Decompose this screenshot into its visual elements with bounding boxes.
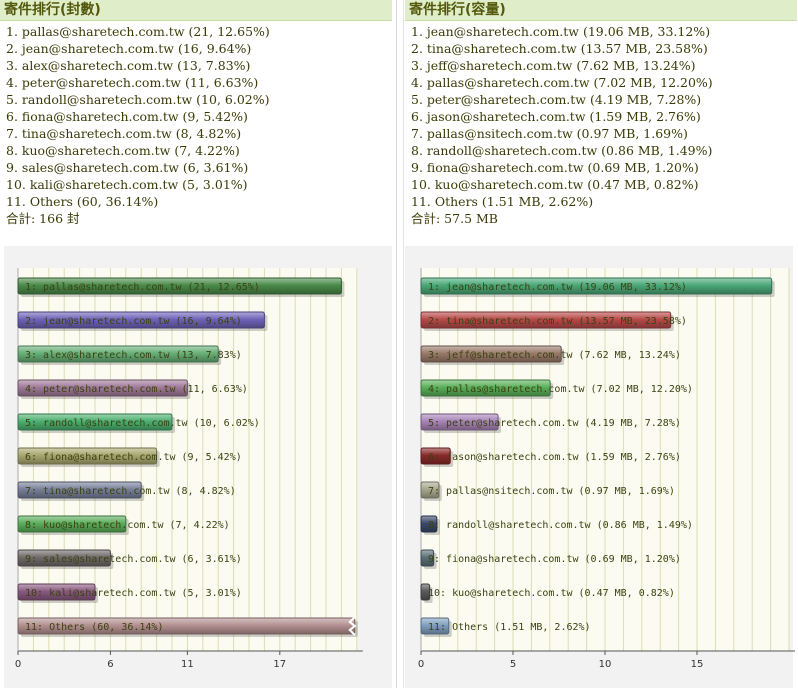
panel-count: 寄件排行(封數) 1. pallas@sharetech.com.tw (21,…	[0, 0, 392, 688]
panel-size: 寄件排行(容量) 1. jean@sharetech.com.tw (19.06…	[405, 0, 797, 688]
bar-label: 2: tina@sharetech.com.tw (13.57 MB, 23.5…	[428, 316, 687, 327]
list-item: 11. Others (1.51 MB, 2.62%)	[411, 194, 594, 209]
x-tick-label: 11	[181, 659, 194, 670]
list-item: 8. kuo@sharetech.com.tw (7, 4.22%)	[6, 143, 240, 158]
bar	[420, 481, 440, 499]
bar-label: 4: peter@sharetech.com.tw (11, 6.63%)	[25, 384, 248, 395]
list-item: 7. tina@sharetech.com.tw (8, 4.82%)	[6, 126, 242, 141]
bar	[420, 583, 431, 601]
bar	[420, 277, 773, 295]
list-total: 合計: 57.5 MB	[411, 211, 498, 226]
bar	[420, 447, 451, 465]
bar	[17, 311, 265, 329]
bar-label: 5: randoll@sharetech.com.tw (10, 6.02%)	[25, 418, 260, 429]
bar	[17, 549, 111, 567]
bar	[17, 413, 173, 431]
x-tick-label: 6	[107, 659, 113, 670]
list-item: 8. randoll@sharetech.com.tw (0.86 MB, 1.…	[411, 143, 713, 158]
list-item: 3. jeff@sharetech.com.tw (7.62 MB, 13.24…	[411, 58, 696, 73]
bar-break-mark	[348, 616, 357, 636]
list-item: 4. peter@sharetech.com.tw (11, 6.63%)	[6, 75, 259, 90]
bar	[420, 311, 672, 329]
bar	[420, 379, 551, 397]
list-item: 7. pallas@nsitech.com.tw (0.97 MB, 1.69%…	[411, 126, 688, 141]
bar-label: 1: pallas@sharetech.com.tw (21, 12.65%)	[25, 282, 260, 293]
list-item: 11. Others (60, 36.14%)	[6, 194, 159, 209]
bar	[17, 583, 96, 601]
list-item: 1. pallas@sharetech.com.tw (21, 12.65%)	[6, 24, 270, 39]
bar	[17, 379, 188, 397]
bar	[420, 515, 438, 533]
bar-label: 3: alex@sharetech.com.tw (13, 7.83%)	[25, 350, 242, 361]
bar-label: 7: tina@sharetech.com.tw (8, 4.82%)	[25, 486, 236, 497]
panel-divider	[403, 0, 404, 688]
list-item: 10. kuo@sharetech.com.tw (0.47 MB, 0.82%…	[411, 177, 699, 192]
list-item: 5. peter@sharetech.com.tw (4.19 MB, 7.28…	[411, 92, 702, 107]
bar-label: 6: fiona@sharetech.com.tw (9, 5.42%)	[25, 452, 242, 463]
panel-title: 寄件排行(容量)	[405, 0, 797, 21]
bar-label: 11: Others (60, 36.14%)	[25, 622, 163, 633]
x-tick-label: 5	[510, 659, 516, 670]
bar-label: 7: pallas@nsitech.com.tw (0.97 MB, 1.69%…	[428, 486, 675, 497]
x-tick-label: 0	[15, 659, 21, 670]
list-item: 4. pallas@sharetech.com.tw (7.02 MB, 12.…	[411, 75, 713, 90]
x-tick-label: 10	[599, 659, 612, 670]
bar-label: 8: randoll@sharetech.com.tw (0.86 MB, 1.…	[428, 520, 693, 531]
list-total: 合計: 166 封	[6, 211, 80, 226]
bar-label: 6: jason@sharetech.com.tw (1.59 MB, 2.76…	[428, 452, 681, 463]
bar-label: 1: jean@sharetech.com.tw (19.06 MB, 33.1…	[428, 282, 687, 293]
bar-chart-count: 0 6 11 17 1: pallas@sharetech.com.tw (21, 12…	[15, 268, 363, 670]
list-item: 6. fiona@sharetech.com.tw (9, 5.42%)	[6, 109, 248, 124]
list-item: 2. tina@sharetech.com.tw (13.57 MB, 23.5…	[411, 41, 708, 56]
list-item: 5. randoll@sharetech.com.tw (10, 6.02%)	[6, 92, 270, 107]
bar-label: 9: sales@sharetech.com.tw (6, 3.61%)	[25, 554, 242, 565]
bar	[17, 447, 158, 465]
list-item: 6. jason@sharetech.com.tw (1.59 MB, 2.76…	[411, 109, 701, 124]
bar-label: 10: kali@sharetech.com.tw (5, 3.01%)	[25, 588, 242, 599]
bar-label: 8: kuo@sharetech.com.tw (7, 4.22%)	[25, 520, 230, 531]
ranking-list: 1. jean@sharetech.com.tw (19.06 MB, 33.1…	[405, 21, 797, 227]
list-item: 1. jean@sharetech.com.tw (19.06 MB, 33.1…	[411, 24, 711, 39]
x-tick-label: 15	[691, 659, 704, 670]
bar-label: 11: Others (1.51 MB, 2.62%)	[428, 622, 591, 633]
panel-divider	[396, 0, 397, 688]
bar-label: 10: kuo@sharetech.com.tw (0.47 MB, 0.82%…	[428, 588, 675, 599]
bar	[17, 277, 342, 295]
bar-label: 3: jeff@sharetech.com.tw (7.62 MB, 13.24…	[428, 350, 681, 361]
bar-chart-size: 0 5 10 15 1: jean@sharetech.com.tw (19.06 MB…	[418, 268, 795, 670]
bar-label: 2: jean@sharetech.com.tw (16, 9.64%)	[25, 316, 242, 327]
bar	[17, 515, 127, 533]
bar-label: 4: pallas@sharetech.com.tw (7.02 MB, 12.…	[428, 384, 693, 395]
bar	[420, 345, 562, 363]
x-tick-label: 0	[418, 659, 424, 670]
ranking-list: 1. pallas@sharetech.com.tw (21, 12.65%) 2…	[0, 21, 392, 227]
bar	[420, 617, 450, 635]
bar-label: 9: fiona@sharetech.com.tw (0.69 MB, 1.20…	[428, 554, 681, 565]
chart-area: 0 5 10 15 1: jean@sharetech.com.tw (19.06 MB…	[405, 246, 795, 688]
list-item: 9. sales@sharetech.com.tw (6, 3.61%)	[6, 160, 249, 175]
chart-area: 0 6 11 17 1: pallas@sharetech.com.tw (21, 12…	[4, 246, 392, 688]
list-item: 3. alex@sharetech.com.tw (13, 7.83%)	[6, 58, 251, 73]
bar-label: 5: peter@sharetech.com.tw (4.19 MB, 7.28…	[428, 418, 681, 429]
bar	[420, 413, 499, 431]
bar	[17, 481, 142, 499]
x-tick-label: 17	[273, 659, 286, 670]
bar	[17, 345, 219, 363]
list-item: 10. kali@sharetech.com.tw (5, 3.01%)	[6, 177, 248, 192]
list-item: 2. jean@sharetech.com.tw (16, 9.64%)	[6, 41, 252, 56]
bar	[420, 549, 435, 567]
panel-title: 寄件排行(封數)	[0, 0, 392, 21]
list-item: 9. fiona@sharetech.com.tw (0.69 MB, 1.20…	[411, 160, 699, 175]
